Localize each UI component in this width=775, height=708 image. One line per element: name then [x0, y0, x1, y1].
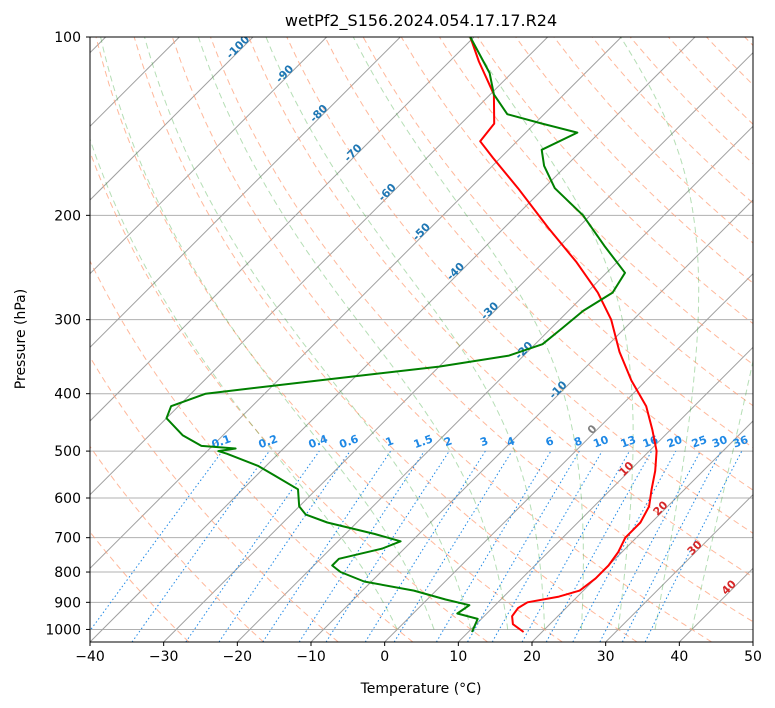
mixing-ratio-line: [218, 450, 351, 642]
plot-area: -100-90-80-70-60-50-40-30-20-10010203040…: [90, 37, 753, 642]
mixing-ratio-label: 6: [544, 434, 556, 449]
dry-adiabat: [324, 37, 753, 491]
temperature-line: [469, 37, 658, 633]
dry-adiabat: [210, 37, 753, 623]
isotherm-line: [384, 272, 753, 642]
skewed-isotherms: [90, 37, 753, 642]
dry-adiabat: [248, 37, 753, 578]
mixing-ratio-line: [545, 450, 653, 642]
x-tick-label: −40: [75, 649, 105, 665]
x-tick-label: −10: [296, 649, 326, 665]
isotherm-line: [531, 420, 753, 642]
mixing-ratio-label: 30: [710, 433, 729, 451]
mixing-ratio-label: 0.2: [257, 432, 280, 451]
dry-adiabats: [90, 37, 753, 642]
pressure-gridlines: [90, 37, 753, 630]
x-tick-label: −30: [149, 649, 179, 665]
mixing-ratio-label: 0.6: [338, 432, 361, 451]
mixing-ratio-label: 36: [731, 433, 750, 451]
moist-adiabats: [90, 37, 753, 630]
mixing-ratio-label: 0.4: [307, 432, 330, 451]
y-tick-label: 900: [54, 595, 81, 611]
mixing-ratio-label: 25: [690, 433, 709, 450]
isotherm-line: [90, 37, 401, 349]
dry-adiabat: [90, 356, 339, 642]
isotherm-line: [90, 37, 696, 642]
dry-adiabat: [133, 37, 638, 642]
y-tick-label: 600: [54, 491, 81, 507]
mixing-ratio-line: [521, 450, 630, 642]
dry-adiabat: [95, 37, 563, 642]
mixing-ratio-line: [572, 450, 677, 642]
x-tick-label: 40: [670, 649, 688, 665]
mixing-ratio-line: [131, 450, 270, 642]
moist-adiabat: [197, 37, 509, 630]
mixing-ratio-line: [185, 450, 320, 642]
isotherm-line: [90, 37, 254, 201]
dry-adiabat: [171, 37, 712, 642]
x-tick-label: 30: [597, 649, 615, 665]
y-axis-label: Pressure (hPa): [13, 289, 29, 389]
y-tick-label: 800: [54, 565, 81, 581]
y-tick-label: 500: [54, 444, 81, 460]
sounding-series: [165, 37, 658, 633]
x-axis-label: Temperature (°C): [360, 681, 482, 697]
mixing-ratio-label: 3: [478, 434, 490, 449]
mixing-ratio-line: [325, 450, 450, 642]
mixing-ratio-line: [262, 450, 392, 642]
mixing-ratio-line: [298, 450, 425, 642]
mixing-ratio-label: 8: [572, 434, 584, 449]
mixing-ratio-label: 10: [591, 433, 610, 451]
x-tick-label: −20: [223, 649, 253, 665]
x-axis: −40 −30 −20 −10 0 10 20 30 40 50: [75, 642, 762, 665]
mixing-ratio-label: 13: [619, 433, 638, 450]
isotherm-line: [605, 493, 753, 642]
isotherm-line: [90, 37, 549, 496]
dewpoint-line: [165, 37, 626, 633]
x-tick-label: 0: [380, 649, 389, 665]
moist-adiabat: [620, 37, 700, 630]
y-tick-label: 1000: [45, 622, 81, 638]
moist-adiabat: [265, 37, 546, 630]
moist-adiabat: [100, 37, 435, 630]
mixing-ratio-label: 1: [384, 434, 396, 449]
mixing-ratio-label: 1.5: [412, 432, 435, 451]
y-tick-label: 400: [54, 387, 81, 403]
dry-adiabat: [90, 445, 264, 642]
moist-adiabat: [144, 37, 472, 630]
x-tick-label: 20: [523, 649, 541, 665]
mixing-ratio-line: [644, 450, 743, 642]
y-tick-label: 700: [54, 531, 81, 547]
isotherm-line: [236, 125, 753, 642]
mixing-ratio-label: 2: [442, 434, 454, 449]
isotherm-line: [457, 346, 753, 642]
isotherm-line: [90, 37, 328, 275]
moist-adiabat: [691, 358, 753, 630]
mixing-ratio-label: 4: [505, 434, 517, 449]
isotherm-line: [90, 37, 622, 570]
plot-frame: [89, 36, 754, 643]
mixing-ratio-line: [393, 450, 513, 642]
mixing-ratio-label: 20: [665, 433, 684, 451]
dry-adiabat: [286, 37, 753, 534]
mixing-ratio-line: [90, 450, 223, 632]
y-tick-label: 200: [54, 208, 81, 224]
chart-title: wetPf2_S156.2024.054.17.17.R24: [285, 11, 557, 31]
x-tick-label: 10: [449, 649, 467, 665]
x-tick-label: 50: [744, 649, 762, 665]
mixing-ratio-lines: [90, 450, 743, 642]
isotherm-line: [90, 37, 475, 422]
moist-adiabat: [90, 137, 398, 630]
dry-adiabat: [515, 37, 753, 284]
y-axis: 100 200 300 400 500 600 700 800 900 1000: [45, 30, 90, 638]
y-tick-label: 300: [54, 313, 81, 329]
dry-adiabat: [90, 259, 414, 642]
moist-adiabat: [468, 37, 634, 630]
isotherm-line: [163, 51, 753, 642]
y-tick-label: 100: [54, 30, 81, 46]
